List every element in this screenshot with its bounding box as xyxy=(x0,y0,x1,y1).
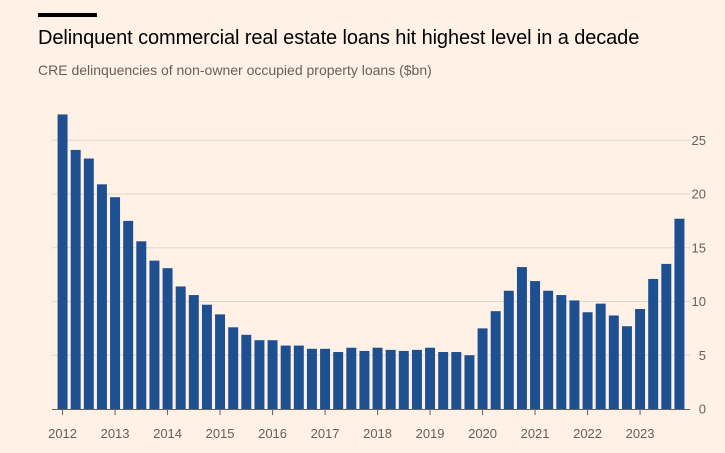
bar-2022-q3 xyxy=(608,315,619,409)
bars xyxy=(57,114,685,410)
bar-2013-q3 xyxy=(136,241,147,409)
bar-2014-q3 xyxy=(188,295,199,409)
bar-2021-q1 xyxy=(530,281,541,409)
bar-2023-q4 xyxy=(674,218,685,409)
bar-2022-q2 xyxy=(595,303,606,409)
x-tick-label: 2018 xyxy=(363,426,392,441)
x-tick-label: 2021 xyxy=(521,426,550,441)
y-tick-label: 10 xyxy=(692,294,706,309)
x-tick-label: 2019 xyxy=(416,426,445,441)
bar-2019-q2 xyxy=(438,352,449,409)
bar-2013-q2 xyxy=(123,220,134,410)
bar-2016-q2 xyxy=(280,345,291,409)
chart-subtitle: CRE delinquencies of non-owner occupied … xyxy=(38,62,432,78)
bar-2017-q4 xyxy=(359,350,370,409)
bar-2023-q1 xyxy=(635,309,646,409)
x-tick-label: 2017 xyxy=(311,426,340,441)
bar-2012-q1 xyxy=(57,114,68,409)
bar-2017-q1 xyxy=(320,348,331,409)
x-tick-label: 2020 xyxy=(468,426,497,441)
bar-2014-q2 xyxy=(175,286,186,409)
bar-2022-q1 xyxy=(582,312,593,409)
y-tick-label: 15 xyxy=(692,240,706,255)
bar-2020-q3 xyxy=(503,290,514,409)
bar-2017-q3 xyxy=(346,347,357,409)
bar-2012-q2 xyxy=(70,149,81,409)
bar-2018-q3 xyxy=(398,350,409,409)
bar-2016-q4 xyxy=(306,348,317,409)
x-tick-label: 2023 xyxy=(626,426,655,441)
bar-2015-q3 xyxy=(241,334,252,409)
y-tick-label: 20 xyxy=(692,187,706,202)
bar-2016-q3 xyxy=(293,345,304,409)
chart-title: Delinquent commercial real estate loans … xyxy=(38,27,640,49)
bar-2018-q2 xyxy=(385,349,396,410)
bar-2021-q3 xyxy=(556,295,567,409)
bar-2023-q2 xyxy=(648,278,659,409)
grid-lines xyxy=(52,139,690,356)
bar-2022-q4 xyxy=(621,326,632,409)
bar-2014-q1 xyxy=(162,268,173,409)
x-tick-label: 2022 xyxy=(573,426,602,441)
x-tick-label: 2013 xyxy=(101,426,130,441)
bar-2023-q3 xyxy=(661,263,672,410)
bar-2012-q3 xyxy=(83,158,94,409)
axes: 0 5 10 15 20 25 2012 2013 2014 2015 2016 2017 2018 20… xyxy=(48,133,706,441)
y-tick-label: 0 xyxy=(699,402,706,417)
bar-2018-q4 xyxy=(411,349,422,410)
bar-2012-q4 xyxy=(96,184,107,409)
bar-2021-q2 xyxy=(543,290,554,409)
y-tick-label: 25 xyxy=(692,133,706,148)
bar-2013-q4 xyxy=(149,260,160,409)
x-tick-label: 2015 xyxy=(206,426,235,441)
bar-2019-q3 xyxy=(451,352,462,409)
bar-2020-q2 xyxy=(490,311,501,409)
accent-bar xyxy=(38,13,97,17)
bar-2020-q1 xyxy=(477,328,488,410)
bar-2014-q4 xyxy=(201,304,212,409)
x-tick-label: 2012 xyxy=(48,426,77,441)
bar-2019-q4 xyxy=(464,355,475,409)
bar-2015-q4 xyxy=(254,340,265,409)
bar-2017-q2 xyxy=(333,352,344,409)
x-tick-label: 2016 xyxy=(258,426,287,441)
bar-2018-q1 xyxy=(372,347,383,409)
x-tick-label: 2014 xyxy=(153,426,182,441)
bar-2015-q1 xyxy=(215,314,226,409)
y-tick-label: 5 xyxy=(699,348,706,363)
bar-2015-q2 xyxy=(228,327,239,409)
bar-2019-q1 xyxy=(425,347,436,409)
bar-2013-q1 xyxy=(110,197,121,409)
bar-2020-q4 xyxy=(516,267,527,409)
bar-2021-q4 xyxy=(569,300,580,409)
bar-2016-q1 xyxy=(267,340,278,409)
